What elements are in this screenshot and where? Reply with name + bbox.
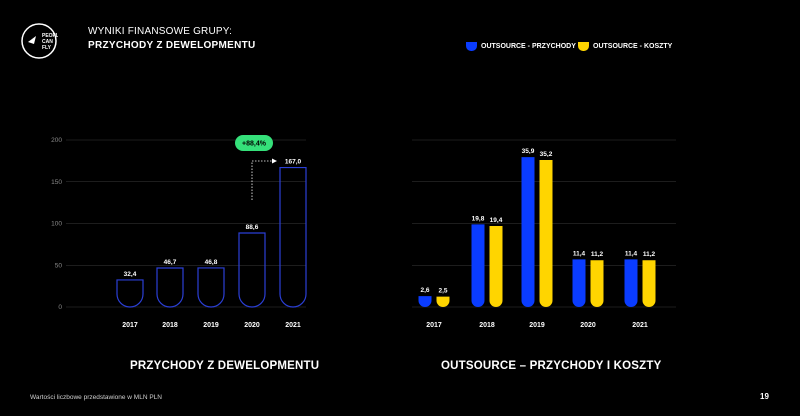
y-tick-label: 50 xyxy=(55,262,63,269)
y-tick-label: 0 xyxy=(58,304,62,311)
legend-swatch-blue xyxy=(466,42,477,51)
data-label: 32,4 xyxy=(124,271,137,278)
y-tick-label: 200 xyxy=(51,137,62,144)
header-title: WYNIKI FINANSOWE GRUPY: xyxy=(88,26,233,37)
x-tick-label: 2021 xyxy=(632,322,648,329)
data-label: 88,6 xyxy=(246,224,259,231)
data-label: 11,4 xyxy=(573,250,586,257)
bar xyxy=(238,232,266,308)
data-label: 2,6 xyxy=(420,287,429,294)
chart1-title: PRZYCHODY Z DEWELOPMENTU xyxy=(130,360,320,372)
header-subtitle: PRZYCHODY Z DEWELOPMENTU xyxy=(88,40,256,51)
svg-text:FLY: FLY xyxy=(42,45,52,51)
bar xyxy=(521,157,535,307)
data-label: 35,2 xyxy=(540,151,553,158)
growth-badge xyxy=(235,135,273,151)
svg-text:PEOPLE: PEOPLE xyxy=(42,33,58,39)
x-tick-label: 2018 xyxy=(479,322,495,329)
x-tick-label: 2021 xyxy=(285,322,301,329)
bar xyxy=(197,267,225,308)
bar xyxy=(116,279,144,308)
legend-item-costs: OUTSOURCE - KOSZTY xyxy=(578,42,672,51)
x-tick-label: 2019 xyxy=(203,322,219,329)
legend-swatch-yellow xyxy=(578,42,589,51)
data-label: 35,9 xyxy=(522,148,535,155)
x-tick-label: 2019 xyxy=(529,322,545,329)
data-label: 46,7 xyxy=(164,259,177,266)
data-label: 2,5 xyxy=(438,288,447,295)
data-label: 11,2 xyxy=(591,251,604,258)
svg-text:CAN: CAN xyxy=(42,39,53,45)
bar xyxy=(624,259,638,307)
data-label: 11,4 xyxy=(625,250,638,257)
growth-badge-text: +88,4% xyxy=(242,141,267,148)
y-tick-label: 100 xyxy=(51,221,62,228)
bar xyxy=(572,259,586,307)
data-label: 19,4 xyxy=(490,217,503,224)
bar xyxy=(642,260,656,307)
y-tick-label: 150 xyxy=(51,179,62,186)
arrow-head-icon xyxy=(272,158,277,164)
x-tick-label: 2018 xyxy=(162,322,178,329)
data-label: 167,0 xyxy=(285,159,302,166)
x-tick-label: 2020 xyxy=(244,322,260,329)
legend-item-revenue: OUTSOURCE - PRZYCHODY xyxy=(466,42,576,51)
bar xyxy=(279,166,307,308)
x-tick-label: 2017 xyxy=(122,322,138,329)
x-tick-label: 2020 xyxy=(580,322,596,329)
data-label: 11,2 xyxy=(643,251,656,258)
bar xyxy=(156,267,184,308)
chart2-title: OUTSOURCE – PRZYCHODY I KOSZTY xyxy=(441,360,662,372)
bar xyxy=(489,226,503,307)
bar xyxy=(436,296,450,307)
bar xyxy=(418,296,432,307)
page-number: 19 xyxy=(760,392,769,401)
data-label: 19,8 xyxy=(472,215,485,222)
bar xyxy=(590,260,604,307)
data-label: 46,8 xyxy=(205,259,218,266)
logo: PEOPLE CAN FLY xyxy=(21,23,58,59)
legend-label-revenue: OUTSOURCE - PRZYCHODY xyxy=(481,43,576,50)
growth-arrow xyxy=(251,160,274,200)
footnote: Wartości liczbowe przedstawione w MLN PL… xyxy=(30,394,162,401)
legend-label-costs: OUTSOURCE - KOSZTY xyxy=(593,43,673,50)
x-tick-label: 2017 xyxy=(426,322,442,329)
bar xyxy=(539,160,553,307)
bar xyxy=(471,224,485,307)
